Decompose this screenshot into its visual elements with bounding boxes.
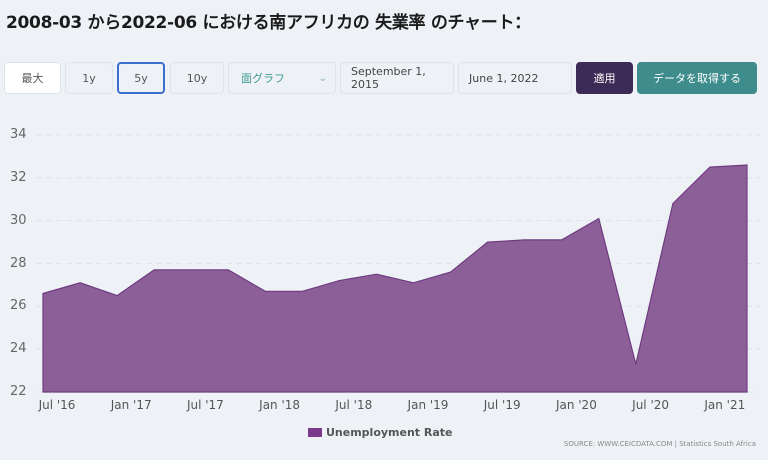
y-tick: 22 <box>10 384 27 399</box>
x-tick: Jul '20 <box>632 398 670 412</box>
unemployment-area <box>42 164 748 393</box>
apply-button[interactable]: 適用 <box>576 62 633 94</box>
x-tick: Jul '18 <box>335 398 373 412</box>
x-tick: Jan '21 <box>704 398 746 412</box>
start-date-input[interactable]: September 1, 2015 <box>340 62 454 94</box>
range-1y-button[interactable]: 1y <box>65 62 113 94</box>
x-tick: Jan '17 <box>110 398 152 412</box>
range-10y-button[interactable]: 10y <box>170 62 224 94</box>
x-tick: Jul '17 <box>186 398 224 412</box>
page-title: 2008-03 から2022-06 における南アフリカの 失業率 のチャート： <box>6 13 531 33</box>
legend[interactable]: Unemployment Rate <box>308 426 453 439</box>
x-tick: Jan '19 <box>407 398 449 412</box>
x-tick: Jul '19 <box>483 398 521 412</box>
chart-type-value: 面グラフ <box>241 72 285 85</box>
y-tick: 30 <box>10 212 27 228</box>
legend-swatch <box>308 428 322 437</box>
area-chart: 34 32 30 28 26 24 22 Jul '16 Jan '17 Jul '17 Jan … <box>0 120 768 460</box>
source-note: SOURCE: WWW.CEICDATA.COM | Statistics So… <box>563 440 756 448</box>
chart-plot <box>36 134 760 393</box>
chevron-down-icon: ⌄ <box>318 72 327 84</box>
range-5y-button[interactable]: 5y <box>117 62 165 94</box>
range-max-button[interactable]: 最大 <box>4 62 61 94</box>
x-tick: Jan '20 <box>555 398 597 412</box>
x-tick: Jan '18 <box>259 398 301 412</box>
fetch-data-button[interactable]: データを取得する <box>637 62 757 94</box>
y-tick: 34 <box>10 127 27 142</box>
x-tick: Jul '16 <box>38 398 76 412</box>
legend-label: Unemployment Rate <box>326 426 453 439</box>
y-tick: 32 <box>10 169 27 185</box>
y-tick: 26 <box>10 298 27 314</box>
toolbar: 最大 1y 5y 10y 面グラフ ⌄ September 1, 2015 Ju… <box>0 62 768 94</box>
end-date-input[interactable]: June 1, 2022 <box>458 62 572 94</box>
y-tick: 24 <box>10 341 27 357</box>
y-tick: 28 <box>10 255 27 271</box>
chart-type-select[interactable]: 面グラフ ⌄ <box>228 62 336 94</box>
